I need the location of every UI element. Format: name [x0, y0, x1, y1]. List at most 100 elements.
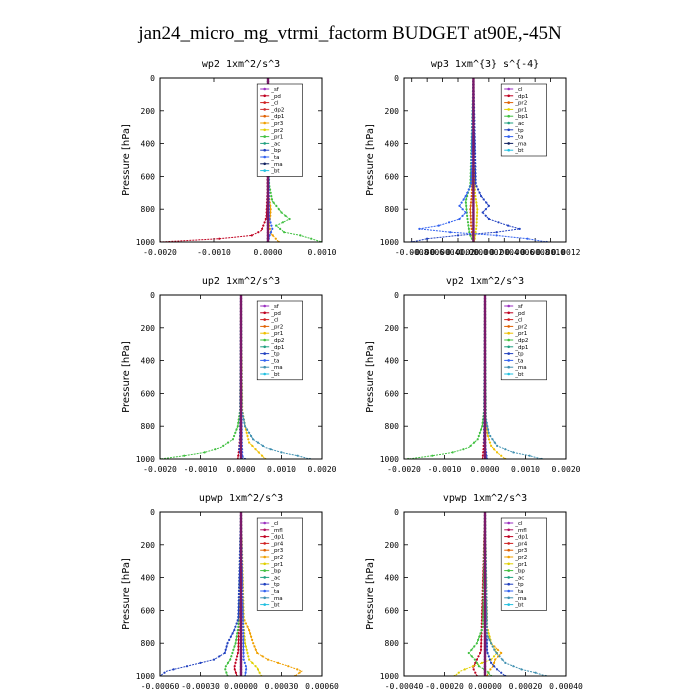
series-marker: [229, 635, 232, 638]
series-marker: [496, 668, 499, 671]
series-marker: [244, 622, 248, 625]
series-marker: [243, 425, 247, 428]
series-marker: [493, 661, 496, 665]
legend-label: _mfl: [270, 528, 283, 534]
legend-label: _pr1: [514, 562, 527, 568]
series-marker: [484, 214, 487, 217]
x-tick-label: -0.00040: [385, 682, 424, 691]
legend-marker: [263, 582, 267, 586]
x-tick-label: -0.0010: [184, 465, 218, 474]
legend-label: _dp2: [270, 107, 284, 113]
series-marker: [237, 638, 240, 642]
series-marker: [486, 434, 490, 438]
legend-marker: [263, 318, 267, 321]
series-marker: [480, 428, 483, 431]
legend-label: _ma: [514, 365, 526, 371]
series-marker: [237, 642, 240, 645]
series-marker: [242, 648, 245, 651]
legend: _sf_pd_cl_pr2_pr1_dp2_dp1_tp_ta_ma_bt: [256, 300, 303, 381]
legend-marker: [263, 135, 267, 138]
legend-label: _mfl: [514, 528, 527, 534]
legend-label: _pr3: [270, 548, 284, 554]
series-marker: [474, 661, 477, 665]
series-marker: [474, 178, 477, 181]
legend-label: _sf: [270, 87, 280, 93]
legend-label: _sf: [514, 304, 524, 310]
chart-panel: vp2 1xm^2/s^3 Pressure [hPa] 0 200 400 600 800…: [365, 276, 581, 474]
series-marker: [244, 645, 247, 648]
legend-marker: [263, 576, 267, 579]
series-marker: [466, 191, 469, 194]
series-marker: [480, 635, 483, 638]
legend-label: _ma: [270, 365, 282, 371]
series-marker: [504, 661, 507, 665]
series-marker: [269, 231, 273, 234]
series-marker: [489, 668, 492, 671]
series-marker: [495, 231, 498, 234]
y-tick-label: 400: [141, 140, 156, 149]
legend-label: _pd: [270, 94, 281, 100]
series-marker: [473, 645, 476, 648]
series-marker: [296, 454, 299, 457]
series-marker: [512, 451, 515, 454]
legend-label: _cl: [270, 318, 279, 324]
series-marker: [490, 661, 493, 665]
y-tick-label: 400: [141, 357, 156, 366]
series-line: [408, 295, 486, 459]
x-tick-label: -0.0002: [441, 248, 475, 257]
series-marker: [500, 671, 503, 674]
series-marker: [226, 642, 229, 645]
series-marker: [482, 619, 485, 622]
y-tick-label: 600: [385, 606, 400, 615]
series-marker: [172, 668, 175, 671]
series-marker: [500, 651, 503, 655]
series-marker: [481, 425, 484, 428]
series-marker: [474, 181, 477, 185]
panel-title: wp3 1xm^{3} s^{-4}: [431, 59, 539, 70]
legend-label: _pr4: [270, 541, 284, 547]
legend-marker: [263, 169, 267, 172]
series-marker: [252, 438, 255, 441]
legend-marker: [263, 87, 267, 91]
series-marker: [269, 448, 272, 451]
plot-frame: [403, 77, 567, 243]
x-tick-label: -0.0020: [387, 465, 421, 474]
legend-label: _pr1: [270, 562, 283, 568]
legend-label: _dp1: [514, 535, 528, 541]
series-marker: [237, 421, 240, 424]
series-marker: [236, 619, 239, 622]
series-marker: [237, 615, 240, 619]
series-marker: [163, 671, 166, 674]
series-marker: [418, 227, 421, 230]
series-marker: [487, 438, 491, 441]
series-marker: [486, 651, 489, 655]
series-marker: [468, 231, 471, 234]
series-marker: [238, 583, 241, 586]
series-marker: [485, 632, 489, 635]
series-marker: [494, 658, 497, 661]
legend-marker: [263, 338, 267, 342]
y-tick-label: 1000: [380, 455, 399, 464]
series-marker: [485, 648, 489, 651]
series-marker: [500, 454, 503, 457]
series-marker: [482, 615, 485, 619]
series-marker: [449, 231, 452, 234]
series-marker: [277, 661, 280, 665]
y-axis-label: Pressure [hPa]: [365, 341, 376, 413]
legend-marker: [507, 114, 511, 118]
series-marker: [231, 632, 234, 635]
series-marker: [242, 651, 245, 655]
legend-marker: [507, 359, 511, 362]
legend-label: _cl: [514, 318, 523, 324]
series-marker: [247, 655, 250, 658]
series-marker: [254, 665, 257, 668]
legend-label: _bt: [270, 372, 280, 378]
x-tick-label: 0.0010: [536, 248, 565, 257]
series-marker: [235, 658, 238, 661]
series-marker: [464, 211, 467, 214]
series-marker: [269, 221, 272, 224]
plot-frame: [159, 294, 323, 460]
y-tick-label: 800: [141, 422, 156, 431]
series-marker: [481, 454, 484, 457]
series-marker: [242, 632, 245, 635]
